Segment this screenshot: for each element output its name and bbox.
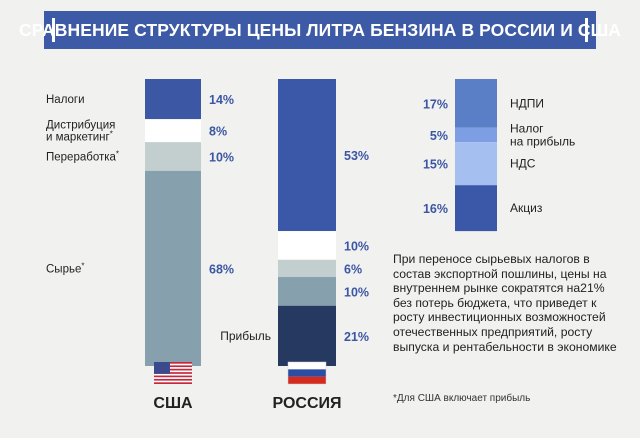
footnote: *Для США включает прибыль [393, 393, 531, 404]
bar-segment-россия-4 [278, 305, 336, 366]
right-label-line: Акциз [510, 201, 543, 215]
bar-segment-сша-0 [145, 79, 201, 120]
left-label-line: Сырье [46, 263, 81, 275]
asterisk-mark: * [81, 261, 84, 270]
flag-stripe [154, 365, 192, 368]
data-label-россия-3: 10% [344, 285, 369, 299]
left-label-3: Сырье* [46, 261, 84, 275]
bar-segment-сша-2 [145, 142, 201, 171]
data-label-россия-1: 10% [344, 239, 369, 253]
data-label-россия-0: 53% [344, 149, 369, 163]
chart-title: СРАВНЕНИЕ СТРУКТУРЫ ЦЕНЫ ЛИТРА БЕНЗИНА В… [19, 11, 621, 49]
flag-border [287, 361, 327, 385]
right-label-3: Акциз [510, 201, 543, 215]
tax-segment-налог-на-прибыль [455, 127, 497, 143]
bar-segment-россия-1 [278, 231, 336, 260]
flag-band [288, 369, 326, 377]
data-label-сша-3: 68% [209, 262, 234, 276]
flag-stripe [154, 375, 192, 378]
flag-stripe [154, 372, 192, 374]
asterisk-mark: * [110, 130, 113, 139]
left-label-0: Налоги [46, 94, 85, 106]
left-label-line: Переработка [46, 151, 117, 163]
data-label-сша-2: 10% [209, 150, 234, 164]
russia-flag-icon [287, 361, 327, 385]
profit-inline-label: Прибыль [220, 329, 271, 343]
right-label-line: Налог [510, 121, 544, 135]
tax-data-label-ндс: 15% [423, 158, 448, 172]
data-label-сша-0: 14% [209, 93, 234, 107]
tax-segment-акциз [455, 185, 497, 232]
tax-data-label-ндпи: 17% [423, 97, 448, 111]
data-label-россия-4: 21% [344, 330, 369, 344]
left-label-line: Налоги [46, 94, 85, 106]
flag-stripe [154, 382, 192, 384]
note-text: При переносе сырьевых налогов в состав э… [393, 252, 617, 354]
flag-stripe [154, 362, 192, 364]
data-label-сша-1: 8% [209, 125, 227, 139]
right-label-line: НДС [510, 157, 536, 171]
asterisk-mark: * [116, 149, 119, 158]
tax-segment-ндс [455, 142, 497, 186]
bar-segment-сша-1 [145, 119, 201, 143]
bar-segment-сша-3 [145, 170, 201, 366]
right-label-0: НДПИ [510, 96, 544, 110]
flag-canton [154, 362, 170, 374]
flag-stripe [154, 368, 192, 371]
country-label-россия: РОССИЯ [272, 395, 341, 412]
right-label-line: НДПИ [510, 96, 544, 110]
left-label-2: Переработка* [46, 149, 119, 163]
bar-segment-россия-3 [278, 277, 336, 306]
us-flag-icon [154, 362, 192, 384]
tax-segment-ндпи [455, 79, 497, 128]
right-label-2: НДС [510, 157, 536, 171]
bar-segment-россия-2 [278, 259, 336, 278]
tax-data-label-акциз: 16% [423, 202, 448, 216]
flag-stripe [154, 378, 192, 381]
left-label-line: Дистрибуция [46, 120, 115, 132]
left-label-line: и маркетинг [46, 132, 110, 144]
flag-band [288, 362, 326, 370]
flag-band [288, 376, 326, 384]
country-label-сша: США [153, 395, 193, 412]
right-label-1: Налог на прибыль [510, 121, 575, 148]
tax-data-label-налог-на-прибыль: 5% [430, 129, 448, 143]
right-label-line: на прибыль [510, 134, 575, 148]
data-label-россия-2: 6% [344, 262, 362, 276]
bar-segment-россия-0 [278, 79, 336, 232]
left-label-1: Дистрибуция и маркетинг* [46, 120, 115, 144]
